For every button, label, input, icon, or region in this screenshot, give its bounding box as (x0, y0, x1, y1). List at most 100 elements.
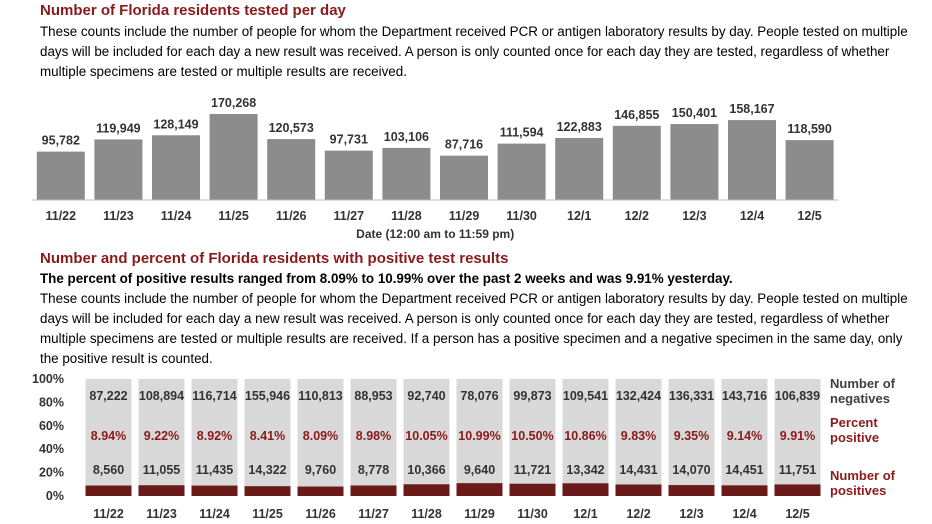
negatives-value-label: 143,716 (722, 389, 767, 403)
tested-bar (670, 124, 719, 200)
negatives-value-label: 106,839 (775, 389, 820, 403)
x-tick-label: 11/24 (199, 507, 230, 521)
x-tick-label: 11/25 (218, 209, 249, 223)
positives-value-label: 11,751 (779, 463, 817, 477)
legend-label-line2: positives (830, 483, 886, 498)
tested-bar (497, 143, 546, 200)
positives-segment (297, 486, 344, 496)
percent-positive-label: 9.83% (621, 429, 656, 443)
x-tick-label: 12/1 (567, 209, 591, 223)
positives-value-label: 11,721 (514, 463, 552, 477)
x-tick-label: 12/3 (682, 209, 706, 223)
positives-value-label: 13,342 (566, 463, 604, 477)
positive-results-chart: 0% 20% 40% 60% 80% 100% 87,222 8.94% 8,560 11/22 1… (32, 372, 896, 521)
x-tick-label: 12/3 (679, 507, 703, 521)
x-tick-label: 11/30 (506, 209, 537, 223)
chart1-description: These counts include the number of peopl… (40, 24, 908, 79)
tested-value-label: 120,573 (269, 121, 314, 135)
negatives-value-label: 155,946 (245, 389, 290, 403)
positives-value-label: 9,760 (305, 463, 336, 477)
tested-value-label: 87,716 (445, 138, 483, 152)
legend-label-line1: Percent (830, 415, 878, 430)
positives-value-label: 11,055 (143, 463, 181, 477)
x-tick-label: 11/29 (449, 209, 480, 223)
chart1-title: Number of Florida residents tested per d… (40, 2, 346, 19)
x-tick-label: 11/24 (161, 209, 192, 223)
x-tick-label: 11/27 (334, 209, 365, 223)
positives-segment (350, 485, 397, 496)
positives-value-label: 14,070 (672, 463, 710, 477)
positives-value-label: 14,431 (619, 463, 657, 477)
negatives-segment (403, 379, 450, 485)
negatives-value-label: 88,953 (354, 389, 392, 403)
negatives-segment (138, 379, 185, 486)
positives-segment (668, 485, 715, 496)
negatives-segment (615, 379, 662, 485)
tested-bar (440, 155, 488, 200)
x-tick-label: 11/30 (517, 507, 548, 521)
negatives-segment (562, 379, 609, 484)
x-tick-label: 12/5 (797, 209, 821, 223)
x-tick-label: 12/1 (573, 507, 597, 521)
negatives-value-label: 109,541 (563, 389, 608, 403)
tested-bar (94, 139, 143, 200)
tested-bar (555, 137, 604, 200)
tested-value-label: 146,855 (614, 108, 659, 122)
percent-positive-label: 10.50% (511, 429, 553, 443)
y-tick-label: 100% (32, 372, 64, 386)
positives-value-label: 11,435 (196, 463, 234, 477)
negatives-segment (85, 379, 132, 486)
tested-value-label: 119,949 (96, 121, 141, 135)
negatives-segment (509, 379, 556, 484)
x-tick-label: 11/22 (46, 209, 77, 223)
x-tick-label: 12/5 (785, 507, 809, 521)
x-tick-label: 12/4 (732, 507, 756, 521)
x-tick-label: 11/26 (305, 507, 336, 521)
tested-value-label: 158,167 (729, 102, 774, 116)
y-tick-label: 0% (46, 489, 64, 503)
percent-positive-label: 9.14% (727, 429, 762, 443)
positives-value-label: 14,322 (248, 463, 286, 477)
negatives-value-label: 110,813 (298, 389, 343, 403)
x-tick-label: 11/28 (391, 209, 422, 223)
negatives-segment (244, 379, 291, 487)
negatives-segment (456, 379, 503, 484)
percent-positive-label: 8.09% (303, 429, 338, 443)
tested-bar (267, 139, 316, 200)
tested-per-day-chart: 95,782 11/22 119,949 11/23 128,149 11/24 170,2… (32, 96, 839, 241)
positives-segment (774, 484, 821, 496)
negatives-segment (191, 379, 238, 486)
positives-segment (191, 485, 238, 496)
x-tick-label: 11/23 (103, 209, 134, 223)
tested-value-label: 97,731 (330, 133, 368, 147)
x-tick-label: 11/25 (252, 507, 283, 521)
positives-value-label: 10,366 (407, 463, 445, 477)
positives-segment (244, 486, 291, 496)
x-axis-title: Date (12:00 am to 11:59 pm) (356, 227, 514, 241)
x-tick-label: 12/4 (740, 209, 764, 223)
tested-value-label: 111,594 (500, 126, 544, 140)
legend-label-line2: negatives (830, 391, 890, 406)
negatives-value-label: 116,714 (192, 389, 237, 403)
percent-positive-label: 10.99% (458, 429, 500, 443)
tested-value-label: 150,401 (672, 106, 717, 120)
percent-positive-label: 9.22% (144, 429, 179, 443)
tested-bar (728, 120, 776, 200)
negatives-segment (721, 379, 768, 486)
positives-value-label: 8,560 (93, 463, 124, 477)
tested-value-label: 122,883 (557, 120, 602, 134)
y-tick-label: 40% (39, 442, 64, 456)
positives-value-label: 8,778 (358, 463, 389, 477)
positives-segment (138, 485, 185, 496)
negatives-value-label: 78,076 (460, 389, 498, 403)
y-tick-label: 20% (39, 466, 64, 480)
negatives-value-label: 136,331 (669, 389, 714, 403)
tested-value-label: 118,590 (787, 122, 832, 136)
legend-label-line1: Number of (830, 468, 896, 483)
positives-segment (509, 483, 556, 496)
positives-segment (456, 483, 503, 496)
percent-positive-label: 10.86% (564, 429, 606, 443)
tested-value-label: 95,782 (42, 134, 80, 148)
chart2-title: Number and percent of Florida residents … (40, 250, 509, 267)
tested-bar (152, 135, 200, 200)
